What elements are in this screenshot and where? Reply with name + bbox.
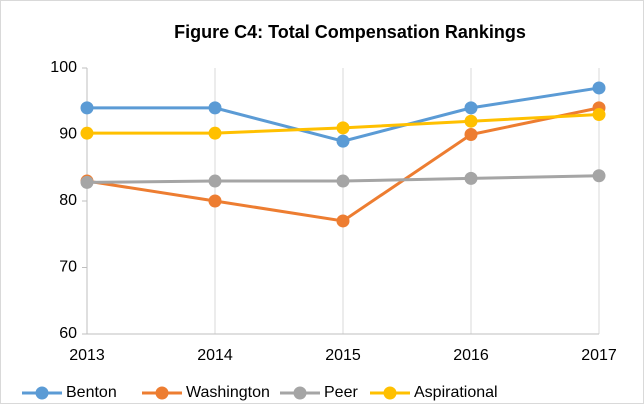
data-point (464, 101, 478, 115)
legend-marker (293, 386, 307, 400)
x-tick-label: 2017 (581, 347, 617, 364)
y-tick-label: 90 (59, 126, 77, 143)
legend-marker (35, 386, 49, 400)
x-tick-label: 2015 (325, 347, 361, 364)
legend-marker (155, 386, 169, 400)
data-point (336, 134, 350, 148)
data-point (336, 214, 350, 228)
legend-label: Peer (324, 384, 358, 401)
data-point (80, 175, 94, 189)
data-point (464, 114, 478, 128)
chart-title: Figure C4: Total Compensation Rankings (174, 22, 526, 42)
data-point (208, 194, 222, 208)
x-tick-label: 2013 (69, 347, 105, 364)
legend-label: Washington (186, 384, 270, 401)
x-tick-label: 2016 (453, 347, 489, 364)
data-point (208, 126, 222, 140)
data-point (464, 128, 478, 141)
x-tick-label: 2014 (197, 347, 233, 364)
legend-label: Benton (66, 384, 117, 401)
legend-label: Aspirational (414, 384, 498, 401)
data-point (208, 174, 222, 188)
data-point (208, 101, 222, 115)
y-tick-label: 100 (50, 59, 77, 76)
data-point (592, 169, 606, 183)
data-point (592, 81, 606, 95)
data-point (592, 108, 606, 122)
data-point (80, 126, 94, 140)
data-point (336, 174, 350, 188)
data-point (336, 121, 350, 135)
y-tick-label: 80 (59, 192, 77, 209)
y-tick-label: 60 (59, 325, 77, 342)
y-tick-label: 70 (59, 259, 77, 276)
legend-marker (383, 386, 397, 400)
data-point (80, 101, 94, 115)
data-point (464, 171, 478, 185)
